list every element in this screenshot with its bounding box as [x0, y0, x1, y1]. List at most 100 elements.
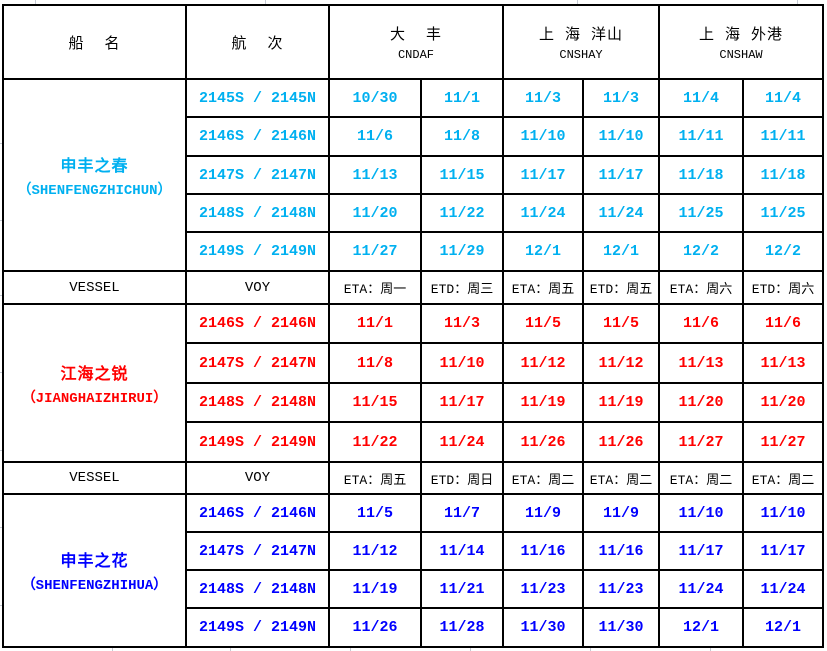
date-cell: 11/10: [744, 495, 824, 533]
date-cell: 11/5: [584, 305, 660, 344]
etd-cell: ETD：周三: [422, 272, 504, 305]
header-port-waigang: 上 海 外港 CNSHAW: [660, 6, 824, 80]
gridline-stub: [0, 295, 2, 296]
date-cell: 11/22: [330, 423, 422, 463]
date-cell: 11/10: [504, 118, 584, 157]
date-cell: 11/3: [504, 80, 584, 118]
date-cell: 11/11: [744, 118, 824, 157]
eta-cell: ETA：周二: [744, 463, 824, 495]
date-cell: 11/18: [744, 157, 824, 195]
date-cell: 11/1: [330, 305, 422, 344]
voyage-cell: 2149S / 2149N: [187, 609, 330, 648]
eta-cell: ETA：周二: [504, 463, 584, 495]
vessel-name-cell: 申丰之花 （SHENFENGZHIHUA）: [4, 495, 187, 648]
eta-cell: ETA：周五: [330, 463, 422, 495]
voyage-cell: 2147S / 2147N: [187, 533, 330, 571]
date-cell: 12/1: [584, 233, 660, 272]
date-cell: 11/5: [330, 495, 422, 533]
date-cell: 11/15: [422, 157, 504, 195]
date-cell: 11/23: [504, 571, 584, 609]
gridline-stub: [350, 646, 351, 651]
date-cell: 11/20: [330, 195, 422, 233]
date-cell: 11/10: [422, 344, 504, 384]
eta-cell: ETA：周六: [660, 272, 744, 305]
date-cell: 12/1: [660, 609, 744, 648]
voy-label-cell: VOY: [187, 272, 330, 305]
date-cell: 11/13: [744, 344, 824, 384]
date-cell: 11/24: [660, 571, 744, 609]
date-cell: 11/19: [584, 384, 660, 423]
date-cell: 11/24: [422, 423, 504, 463]
vessel-name-cell: 江海之锐 （JIANGHAIZHIRUI）: [4, 305, 187, 463]
port-code: CNSHAY: [559, 47, 603, 62]
date-cell: 11/21: [422, 571, 504, 609]
date-cell: 11/24: [504, 195, 584, 233]
date-cell: 11/27: [660, 423, 744, 463]
gridline-stub: [0, 605, 2, 606]
gridline-stub: [230, 646, 231, 651]
date-cell: 11/30: [504, 609, 584, 648]
date-cell: 11/20: [744, 384, 824, 423]
voyage-cell: 2148S / 2148N: [187, 384, 330, 423]
date-cell: 11/1: [422, 80, 504, 118]
date-cell: 11/27: [330, 233, 422, 272]
date-cell: 10/30: [330, 80, 422, 118]
gridline-stub: [577, 0, 578, 4]
date-cell: 11/11: [660, 118, 744, 157]
date-cell: 11/26: [330, 609, 422, 648]
voyage-cell: 2145S / 2145N: [187, 80, 330, 118]
date-cell: 11/28: [422, 609, 504, 648]
date-cell: 11/26: [584, 423, 660, 463]
gridline-stub: [0, 450, 2, 451]
date-cell: 12/2: [660, 233, 744, 272]
date-cell: 11/10: [660, 495, 744, 533]
gridline-stub: [797, 0, 798, 4]
gridline-stub: [0, 220, 2, 221]
date-cell: 11/24: [584, 195, 660, 233]
vessel-name-en: （JIANGHAIZHIRUI）: [21, 390, 168, 407]
vessel-name-cn: 申丰之春: [60, 157, 129, 176]
date-cell: 11/23: [584, 571, 660, 609]
date-cell: 11/27: [744, 423, 824, 463]
etd-cell: ETD：周五: [584, 272, 660, 305]
date-cell: 11/19: [330, 571, 422, 609]
date-cell: 11/4: [744, 80, 824, 118]
voy-label-cell: VOY: [187, 463, 330, 495]
date-cell: 11/19: [504, 384, 584, 423]
voyage-cell: 2147S / 2147N: [187, 157, 330, 195]
date-cell: 12/1: [504, 233, 584, 272]
voyage-cell: 2146S / 2146N: [187, 305, 330, 344]
date-cell: 11/3: [584, 80, 660, 118]
gridline-stub: [0, 143, 2, 144]
eta-cell: ETA：周二: [584, 463, 660, 495]
date-cell: 11/16: [504, 533, 584, 571]
voyage-cell: 2149S / 2149N: [187, 233, 330, 272]
date-cell: 11/26: [504, 423, 584, 463]
gridline-stub: [112, 646, 113, 651]
vessel-name-cn: 江海之锐: [60, 365, 129, 384]
date-cell: 11/25: [744, 195, 824, 233]
etd-cell: ETD：周日: [422, 463, 504, 495]
date-cell: 11/6: [744, 305, 824, 344]
gridline-stub: [0, 372, 2, 373]
date-cell: 11/8: [422, 118, 504, 157]
date-cell: 11/8: [330, 344, 422, 384]
port-name: 上 海 外港: [698, 26, 783, 44]
eta-cell: ETA：周二: [660, 463, 744, 495]
date-cell: 11/29: [422, 233, 504, 272]
date-cell: 11/6: [660, 305, 744, 344]
voyage-cell: 2146S / 2146N: [187, 118, 330, 157]
date-cell: 11/4: [660, 80, 744, 118]
header-port-dafeng: 大 丰 CNDAF: [330, 6, 504, 80]
date-cell: 11/10: [584, 118, 660, 157]
date-cell: 11/18: [660, 157, 744, 195]
date-cell: 12/1: [744, 609, 824, 648]
voyage-cell: 2147S / 2147N: [187, 344, 330, 384]
port-name: 大 丰: [389, 26, 442, 44]
voyage-cell: 2148S / 2148N: [187, 195, 330, 233]
date-cell: 11/14: [422, 533, 504, 571]
etd-cell: ETD：周六: [744, 272, 824, 305]
header-ship-name: 船 名: [4, 6, 187, 80]
vessel-name-en: （SHENFENGZHICHUN）: [17, 182, 172, 199]
